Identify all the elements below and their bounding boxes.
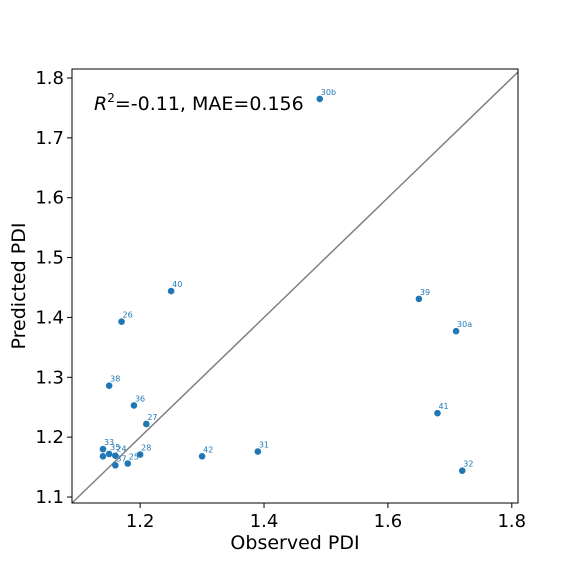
x-tick-label: 1.6: [374, 511, 403, 532]
y-axis-label: Predicted PDI: [8, 223, 30, 350]
x-tick-label: 1.2: [126, 511, 155, 532]
data-point-label: 30b: [321, 88, 336, 97]
data-point: [458, 467, 466, 474]
data-point-label: 32: [463, 460, 473, 469]
data-point: [415, 295, 423, 303]
data-point-label: 41: [438, 402, 448, 411]
data-point-label: 40: [172, 280, 182, 289]
data-point: [130, 402, 138, 409]
data-point-label: 37: [116, 454, 126, 463]
data-point: [99, 445, 107, 453]
metrics-annotation: R2=-0.11, MAE=0.156: [94, 91, 304, 115]
data-point: [105, 450, 113, 458]
data-point: [99, 453, 107, 460]
x-axis-label: Observed PDI: [230, 532, 359, 554]
data-point: [105, 382, 113, 389]
data-point-label: 31: [259, 441, 269, 450]
data-point: [167, 287, 175, 295]
data-point: [143, 420, 150, 428]
y-tick-label: 1.2: [35, 427, 64, 448]
y-tick-label: 1.3: [35, 367, 64, 388]
data-point: [112, 452, 119, 460]
data-point-label: 27: [147, 413, 157, 422]
x-tick-label: 1.8: [497, 511, 526, 532]
y-tick-label: 1.7: [35, 128, 64, 149]
y-tick-label: 1.1: [35, 487, 64, 508]
plot-frame: [71, 68, 519, 504]
data-point-label: 26: [123, 311, 133, 320]
data-point-label: 42: [203, 445, 213, 454]
data-point: [452, 327, 460, 335]
data-point-label: 33: [104, 438, 114, 447]
y-tick-label: 1.4: [35, 307, 64, 328]
data-point: [434, 409, 441, 417]
identity-line: [71, 71, 519, 504]
y-tick-label: 1.8: [35, 68, 64, 89]
data-point-label: 30a: [457, 320, 472, 329]
data-point-label: 39: [420, 288, 430, 297]
data-point-label: 38: [110, 375, 120, 384]
data-point-label: 35: [110, 443, 120, 452]
y-tick-label: 1.5: [35, 248, 64, 269]
data-point: [112, 461, 119, 469]
data-point-label: 24: [116, 445, 126, 454]
data-point-label: 36: [135, 394, 145, 403]
data-point: [316, 95, 324, 103]
data-point-label: 25: [129, 452, 139, 461]
x-tick-label: 1.4: [250, 511, 279, 532]
y-tick-label: 1.6: [35, 188, 64, 209]
data-point: [136, 451, 144, 458]
data-point: [118, 318, 125, 325]
data-point: [254, 448, 262, 455]
data-point: [198, 453, 206, 460]
data-point-label: 28: [141, 444, 151, 453]
data-point: [124, 460, 132, 467]
